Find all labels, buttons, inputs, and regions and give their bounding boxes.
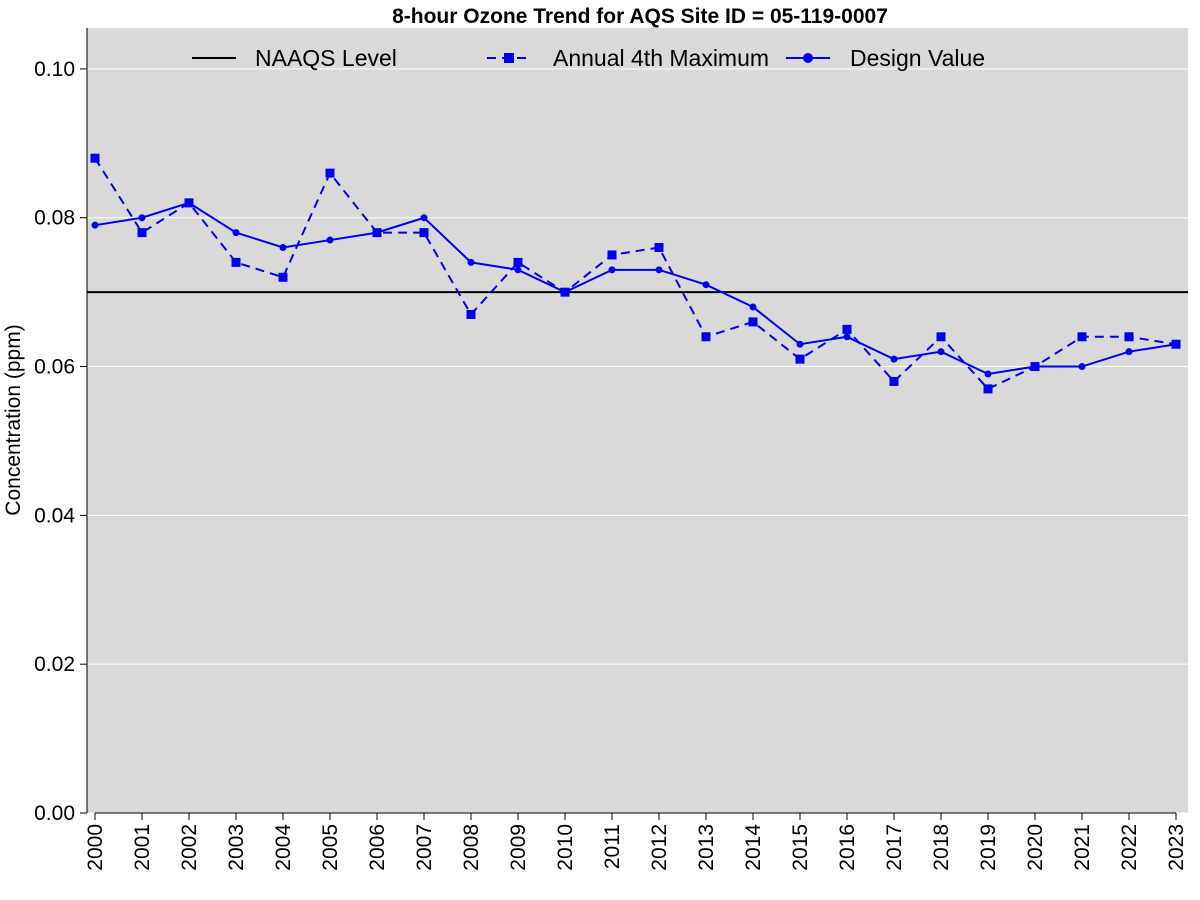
annual-4th-max-point xyxy=(513,257,523,267)
annual-4th-max-point xyxy=(231,257,241,267)
design-value-point xyxy=(373,229,381,237)
annual-4th-max-point xyxy=(1077,332,1087,342)
annual-4th-max-point xyxy=(889,376,899,386)
annual-4th-max-point xyxy=(701,332,711,342)
annual-4th-max-point xyxy=(983,384,993,394)
x-tick-label: 2008 xyxy=(460,824,483,871)
y-tick-label: 0.06 xyxy=(34,356,75,379)
annual-4th-max-point xyxy=(466,309,476,319)
design-value-point xyxy=(655,266,663,274)
x-tick-label: 2022 xyxy=(1118,824,1141,871)
y-tick-label: 0.02 xyxy=(34,653,75,676)
design-value-point xyxy=(1078,363,1086,371)
y-tick-label: 0.04 xyxy=(34,504,75,527)
design-value-point xyxy=(420,214,428,222)
x-tick-label: 2006 xyxy=(366,824,389,871)
x-tick-label: 2014 xyxy=(742,824,765,871)
design-value-point xyxy=(185,199,193,207)
x-tick-label: 2011 xyxy=(601,824,624,869)
x-tick-label: 2010 xyxy=(554,824,577,871)
annual-4th-max-point xyxy=(278,272,288,282)
chart-title: 8-hour Ozone Trend for AQS Site ID = 05-… xyxy=(392,5,888,28)
design-value-point xyxy=(984,370,992,378)
annual-4th-max-line xyxy=(94,157,1177,391)
design-value-point xyxy=(608,266,616,274)
x-tick-label: 2000 xyxy=(84,824,107,871)
design-value-point xyxy=(514,266,522,274)
design-value-point xyxy=(91,221,99,229)
x-tick-label: 2003 xyxy=(225,824,248,871)
series-layer xyxy=(87,153,1188,394)
y-axis-label: Concentration (ppm) xyxy=(2,324,25,515)
annual-4th-max-point xyxy=(137,228,147,238)
design-value-point xyxy=(702,281,710,289)
y-axis: 0.00 0.02 0.04 0.06 0.08 0.10 xyxy=(34,28,88,825)
design-value-point xyxy=(890,355,898,363)
annual-4th-max-point xyxy=(748,317,758,327)
x-tick-label: 2017 xyxy=(883,824,906,871)
x-tick-label: 2012 xyxy=(648,824,671,871)
x-tick-label: 2023 xyxy=(1165,824,1188,871)
annual-4th-max-point xyxy=(90,153,100,163)
design-value-point xyxy=(749,303,757,311)
x-tick-label: 2007 xyxy=(413,824,436,871)
y-tick-label: 0.10 xyxy=(34,58,75,81)
y-tick-label: 0.08 xyxy=(34,207,75,230)
legend-annual-label: Annual 4th Maximum xyxy=(553,45,769,71)
design-value-point xyxy=(1172,340,1180,348)
legend-annual-marker xyxy=(504,53,514,63)
x-tick-label: 2020 xyxy=(1024,824,1047,871)
design-value-point xyxy=(937,348,945,356)
plot-area xyxy=(87,28,1188,813)
annual-4th-max-point xyxy=(795,354,805,364)
design-value-point xyxy=(561,288,569,296)
design-value-point xyxy=(1031,363,1039,371)
x-tick-label: 2015 xyxy=(789,824,812,871)
x-tick-label: 2019 xyxy=(977,824,1000,871)
x-tick-label: 2013 xyxy=(695,824,718,871)
design-value-point xyxy=(1125,348,1133,356)
x-tick-label: 2002 xyxy=(178,824,201,871)
legend-naaqs-label: NAAQS Level xyxy=(255,45,397,71)
design-value-point xyxy=(232,229,240,237)
annual-4th-max-point xyxy=(654,243,664,253)
x-tick-label: 2018 xyxy=(930,824,953,871)
design-value-point xyxy=(326,236,334,244)
x-tick-label: 2021 xyxy=(1071,824,1094,871)
legend: NAAQS Level Annual 4th Maximum Design Va… xyxy=(192,45,985,71)
design-value-point xyxy=(843,333,851,341)
design-value-line xyxy=(94,201,1177,376)
annual-4th-max-point xyxy=(607,250,617,260)
design-value-point xyxy=(467,258,475,266)
annual-4th-max-point xyxy=(325,168,335,178)
annual-4th-max-point xyxy=(1124,332,1134,342)
annual-4th-max-point xyxy=(842,324,852,334)
x-axis: 2000 2001 2002 2003 2004 2005 2006 2007 2008 2009… xyxy=(84,812,1188,871)
x-tick-label: 2004 xyxy=(272,824,295,871)
legend-design-marker xyxy=(803,53,813,63)
x-tick-label: 2005 xyxy=(319,824,342,871)
y-tick-label: 0.00 xyxy=(34,802,75,825)
legend-design-label: Design Value xyxy=(850,45,985,71)
design-value-point xyxy=(796,340,804,348)
annual-4th-max-point xyxy=(936,332,946,342)
design-value-point xyxy=(138,214,146,222)
design-value-point xyxy=(279,244,287,252)
annual-4th-max-point xyxy=(419,228,429,238)
x-tick-label: 2001 xyxy=(131,824,154,871)
x-tick-label: 2009 xyxy=(507,824,530,871)
x-tick-label: 2016 xyxy=(836,824,859,871)
